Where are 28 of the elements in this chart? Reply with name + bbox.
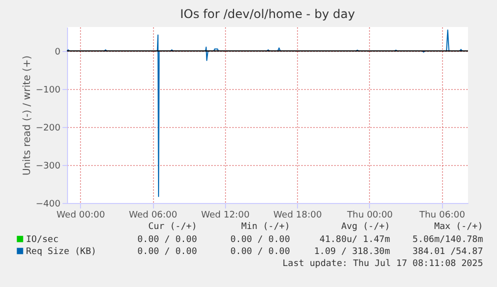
- text: Max (-/+): [434, 222, 483, 232]
- text: 0.00 / 0.00: [230, 235, 290, 245]
- text: Last update: Thu Jul 17 08:11:08 2025: [282, 259, 483, 269]
- y-tick-label: −200: [36, 123, 61, 134]
- text: 5.06m/140.78m: [412, 235, 483, 245]
- text: 0.00 / 0.00: [137, 247, 197, 257]
- y-tick-label: −300: [36, 161, 61, 172]
- x-tick-label: Wed 12:00: [201, 210, 250, 220]
- legend-label: Req Size (KB): [26, 247, 96, 257]
- x-tick-label: Wed 06:00: [128, 210, 178, 220]
- x-tick-label: Wed 00:00: [56, 210, 106, 220]
- x-tick-label: Thu 06:00: [418, 210, 466, 220]
- text: Avg (-/+): [341, 222, 390, 232]
- y-tick-label: −400: [36, 200, 61, 210]
- text: Cur (-/+): [148, 222, 197, 232]
- text: 0.00 / 0.00: [137, 235, 197, 245]
- chart-title: IOs for /dev/ol/home - by day: [180, 7, 355, 21]
- legend-label: IO/sec: [26, 235, 59, 245]
- x-tick-label: Wed 18:00: [273, 210, 322, 220]
- text: 384.01 /54.87: [412, 247, 483, 257]
- text: 0.00 / 0.00: [230, 247, 290, 257]
- y-axis-title: Units read (-) / write (+): [22, 55, 33, 176]
- text: Min (-/+): [241, 222, 290, 232]
- y-tick-label: 0: [54, 47, 61, 58]
- y-tick-label: −100: [36, 85, 61, 96]
- text: 41.80u/ 1.47m: [320, 235, 390, 245]
- x-tick-label: Thu 00:00: [346, 210, 394, 220]
- text: 1.09 / 318.30m: [314, 247, 390, 257]
